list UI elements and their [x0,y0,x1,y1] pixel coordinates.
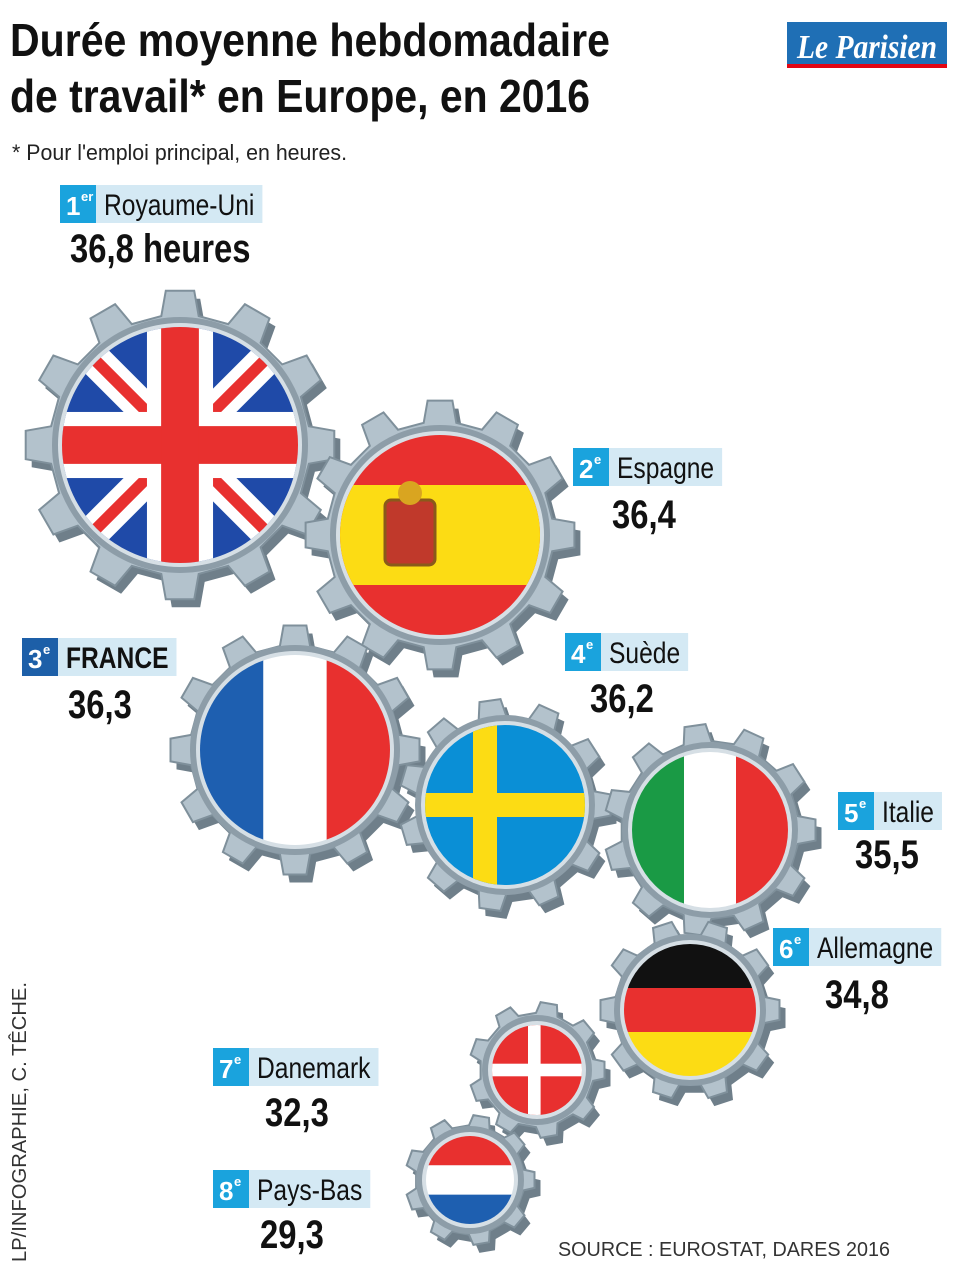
gear [169,624,426,883]
country: Pays-Bas [257,1174,362,1207]
value: 36,8 heures [70,227,251,271]
rank-number: 7 [219,1054,233,1084]
rank-suffix: e [859,796,866,811]
flag [62,327,298,563]
rank-box [213,1048,249,1086]
flag-cross [528,1025,541,1115]
flag-emblem [383,498,437,567]
rank-number: 6 [779,934,793,964]
gear [469,1000,611,1146]
rank-number: 1 [66,191,80,221]
gear [24,289,341,608]
country: FRANCE [66,642,169,675]
rank-suffix: e [234,1052,241,1067]
flag-cross [473,725,497,885]
country: Royaume-Uni [104,189,254,222]
flag-band [340,485,540,585]
rank-suffix: e [586,637,593,652]
source: SOURCE : EUROSTAT, DARES 2016 [558,1239,890,1261]
title-line: Durée moyenne hebdomadaire [10,14,610,66]
title-line: de travail* en Europe, en 2016 [10,70,590,122]
value: 34,8 [825,973,889,1017]
country-box [58,638,177,676]
flag [632,752,788,908]
rank-number: 4 [571,639,586,669]
flag [492,1025,582,1115]
flag [340,435,540,635]
rank-number: 5 [844,798,858,828]
gear [399,697,617,919]
rank-suffix: er [81,189,93,204]
rank-label: 6 e Allemagne 34,8 [773,928,942,1017]
flag [624,944,756,1076]
rank-box [773,928,809,966]
country-box [249,1048,379,1086]
value: 29,3 [260,1213,324,1257]
logo-underline [787,64,947,68]
country-box [249,1170,371,1208]
country-box [601,633,689,671]
rank-number: 2 [579,454,593,484]
value: 36,3 [68,683,132,727]
value: 36,2 [590,677,654,721]
rank-label: 2 e Espagne 36,4 [573,448,723,537]
country: Danemark [257,1052,371,1085]
country-box [609,448,723,486]
rank-label: 8 e Pays-Bas 29,3 [213,1170,371,1257]
flag-band [684,752,736,908]
rank-box [573,448,609,486]
value: 32,3 [265,1091,329,1135]
value: 35,5 [855,833,919,877]
rank-box [838,792,874,830]
rank-label: 7 e Danemark 32,3 [213,1048,379,1135]
country: Allemagne [817,932,933,965]
note: * Pour l'emploi principal, en heures. [12,140,347,165]
rank-suffix: e [43,642,50,657]
rank-number: 3 [28,644,42,674]
flag-cross [425,793,585,817]
value: 36,4 [612,493,676,537]
rank-label: 1 er Royaume-Uni 36,8 heures [60,185,263,271]
flag-emblem [398,481,422,505]
logo: Le Parisien [796,29,937,66]
country: Espagne [617,452,714,485]
flag-cross [161,327,199,563]
country: Suède [609,637,680,670]
country-box [809,928,942,966]
country-box [96,185,263,223]
flag [425,725,585,885]
flag [200,655,390,845]
rank-label: 5 e Italie 35,5 [838,792,942,877]
rank-suffix: e [794,932,801,947]
rank-box [565,633,601,671]
gear [599,920,786,1107]
rank-label: 3 e FRANCE 36,3 [22,638,177,727]
rank-number: 8 [219,1176,233,1206]
credit: LP/INFOGRAPHIE, C. TÊCHE. [8,982,31,1262]
rank-label: 4 e Suède 36,2 [565,633,689,721]
country-box [874,792,942,830]
gear [604,722,822,944]
flag-band [624,988,756,1032]
logo-box [787,22,947,68]
rank-suffix: e [234,1174,241,1189]
gear [304,399,581,678]
flag [426,1136,514,1224]
flag-band [426,1165,514,1195]
rank-box [22,638,58,676]
country: Italie [882,796,934,829]
gear [405,1113,541,1253]
rank-box [60,185,96,223]
rank-suffix: e [594,452,601,467]
rank-box [213,1170,249,1208]
gears [24,289,822,1253]
flag-band [263,655,327,845]
